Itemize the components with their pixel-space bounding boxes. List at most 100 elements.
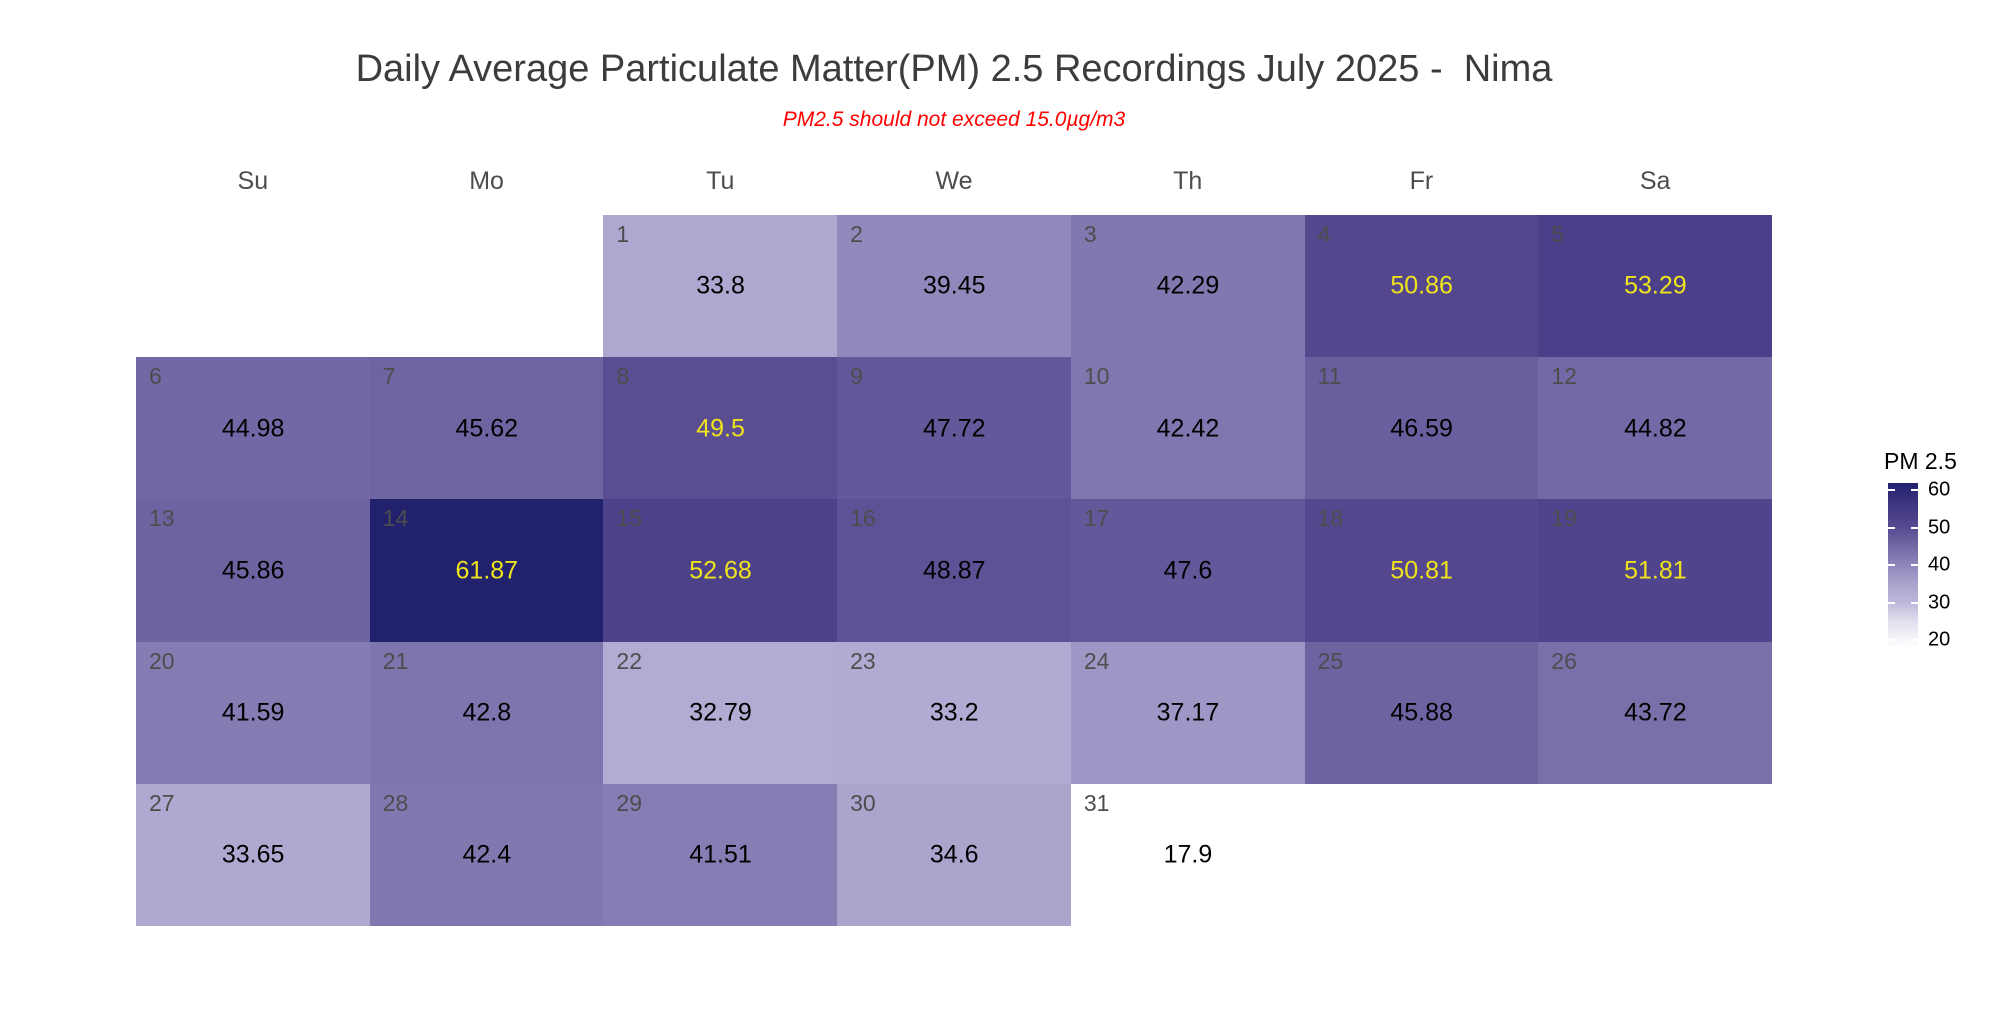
day-number: 25 <box>1317 647 1344 674</box>
calendar-cell-day-27: 27 33.65 <box>136 783 371 927</box>
calendar-cell-day-22: 22 32.79 <box>603 641 838 785</box>
legend-tick-mark <box>1888 564 1895 567</box>
calendar-cell-day-7: 7 45.62 <box>369 357 604 500</box>
day-number: 19 <box>1551 505 1577 532</box>
calendar-cell-day-9: 9 47.72 <box>837 357 1072 500</box>
day-number: 3 <box>1083 221 1097 247</box>
weekday-header-th: Th <box>1173 167 1203 195</box>
weekday-header-fr: Fr <box>1409 167 1434 195</box>
calendar-cell-day-16: 16 48.87 <box>837 499 1072 643</box>
legend-tick-mark <box>1911 564 1918 567</box>
day-value: 42.29 <box>1156 271 1220 300</box>
day-number: 6 <box>149 363 162 390</box>
day-value: 53.29 <box>1624 271 1687 300</box>
calendar-cell-day-28: 28 42.4 <box>369 783 604 927</box>
day-number: 24 <box>1083 647 1110 674</box>
legend-title: PM 2.5 <box>1884 448 1957 474</box>
legend-tick-mark <box>1911 526 1918 529</box>
calendar-cell-day-11: 11 46.59 <box>1304 357 1539 500</box>
calendar-cell-day-19: 19 51.81 <box>1538 499 1773 643</box>
weekday-header-tu: Tu <box>706 167 735 195</box>
day-value: 47.6 <box>1163 556 1213 585</box>
day-number: 18 <box>1317 505 1344 532</box>
day-value: 52.68 <box>689 556 752 585</box>
calendar-cell-day-23: 23 33.2 <box>837 641 1072 785</box>
legend-tick-label: 30 <box>1928 591 1951 614</box>
day-value: 34.6 <box>929 840 979 869</box>
legend-tick-label: 50 <box>1928 516 1951 539</box>
weekday-header-su: Su <box>237 167 269 195</box>
day-value: 45.86 <box>221 556 285 585</box>
legend-tick-label: 20 <box>1928 628 1951 651</box>
day-value: 50.86 <box>1390 271 1453 300</box>
day-number: 8 <box>616 363 630 390</box>
calendar-cell-day-2: 2 39.45 <box>837 215 1072 358</box>
day-number: 5 <box>1551 221 1565 247</box>
day-value: 48.87 <box>922 556 986 585</box>
day-value: 33.2 <box>929 698 979 727</box>
legend-tick-label: 60 <box>1928 478 1951 501</box>
day-number: 21 <box>382 647 409 674</box>
day-number: 4 <box>1317 221 1331 247</box>
day-number: 16 <box>850 505 876 532</box>
legend-tick-mark <box>1888 489 1895 492</box>
day-number: 7 <box>382 363 396 390</box>
weekday-header-sa: Sa <box>1639 167 1671 195</box>
day-number: 15 <box>616 505 643 532</box>
day-number: 11 <box>1317 363 1342 390</box>
day-value: 44.82 <box>1624 414 1687 443</box>
day-value: 51.81 <box>1624 556 1687 585</box>
legend-tick-mark <box>1911 601 1918 604</box>
day-number: 2 <box>850 221 863 247</box>
weekday-header-mo: Mo <box>469 167 504 195</box>
legend-tick-mark <box>1911 639 1918 642</box>
calendar-cell-day-21: 21 42.8 <box>369 641 604 785</box>
day-value: 49.5 <box>696 414 745 443</box>
legend-tick-mark <box>1888 601 1895 604</box>
calendar-cell-day-5: 5 53.29 <box>1538 215 1773 358</box>
day-value: 42.8 <box>462 698 512 727</box>
day-value: 42.4 <box>462 840 512 869</box>
day-number: 10 <box>1083 363 1110 390</box>
calendar-cell-day-18: 18 50.81 <box>1304 499 1539 643</box>
legend-tick-mark <box>1911 489 1918 492</box>
day-number: 26 <box>1551 647 1577 674</box>
day-value: 46.59 <box>1390 414 1453 443</box>
calendar-cell-day-25: 25 45.88 <box>1304 641 1539 785</box>
legend-tick-label: 40 <box>1928 553 1951 576</box>
calendar-cell-day-20: 20 41.59 <box>136 641 371 785</box>
day-number: 22 <box>616 647 643 674</box>
calendar-cell-day-31: 31 17.9 <box>1070 783 1306 927</box>
day-value: 41.51 <box>689 840 752 869</box>
chart-title: Daily Average Particulate Matter(PM) 2.5… <box>355 48 1553 90</box>
chart-subtitle: PM2.5 should not exceed 15.0µg/m3 <box>782 108 1126 131</box>
calendar-cell-day-6: 6 44.98 <box>136 357 371 500</box>
calendar-cell-day-13: 13 45.86 <box>136 499 371 643</box>
day-value: 32.79 <box>689 698 752 727</box>
day-value: 33.65 <box>221 840 285 869</box>
day-value: 41.59 <box>221 698 285 727</box>
calendar-cell-day-24: 24 37.17 <box>1070 641 1306 785</box>
legend-tick-mark <box>1888 639 1895 642</box>
day-number: 9 <box>850 363 863 390</box>
calendar-cell-day-14: 14 61.87 <box>369 499 604 643</box>
calendar-cell-day-12: 12 44.82 <box>1538 357 1773 500</box>
day-number: 23 <box>850 647 876 674</box>
calendar-cell-day-3: 3 42.29 <box>1070 215 1306 358</box>
day-number: 17 <box>1083 505 1110 532</box>
day-value: 37.17 <box>1156 698 1220 727</box>
day-number: 31 <box>1083 789 1110 816</box>
calendar-cell-day-8: 8 49.5 <box>603 357 838 500</box>
day-number: 13 <box>149 505 175 532</box>
day-number: 30 <box>850 789 876 816</box>
day-number: 12 <box>1551 363 1577 390</box>
day-number: 28 <box>382 789 409 816</box>
legend-tick-mark <box>1888 526 1895 529</box>
day-number: 27 <box>149 789 175 816</box>
calendar-cell-day-4: 4 50.86 <box>1304 215 1539 358</box>
day-value: 50.81 <box>1390 556 1453 585</box>
calendar-cell-day-10: 10 42.42 <box>1070 357 1306 500</box>
day-number: 1 <box>616 221 630 247</box>
day-value: 61.87 <box>455 556 519 585</box>
